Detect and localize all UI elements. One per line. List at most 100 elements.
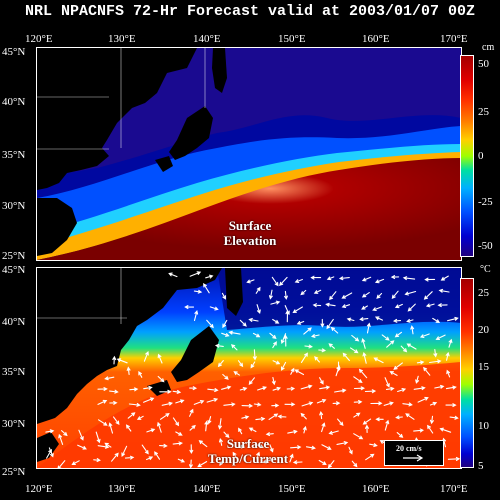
current-arrow xyxy=(400,345,408,353)
current-arrow xyxy=(341,292,353,299)
current-arrow xyxy=(97,419,108,426)
current-arrow xyxy=(141,444,149,455)
current-arrow xyxy=(232,451,239,461)
current-arrow xyxy=(319,385,331,390)
lon-label-top-140: 140°E xyxy=(193,33,221,45)
temperature-label-line1: Surface xyxy=(226,436,270,451)
current-arrow xyxy=(255,286,261,294)
current-arrow xyxy=(318,348,327,353)
current-arrow xyxy=(189,444,194,455)
elevation-label-line2: Elevation xyxy=(223,233,277,248)
current-arrow xyxy=(143,385,153,390)
elevation-tick-minus50: -50 xyxy=(478,240,493,252)
current-arrow xyxy=(330,326,339,334)
current-arrow xyxy=(209,306,219,311)
current-arrow xyxy=(197,461,208,468)
current-arrow xyxy=(206,319,214,329)
current-arrow xyxy=(384,419,390,431)
current-arrow xyxy=(128,402,141,407)
current-arrow xyxy=(342,352,350,362)
elevation-unit: cm xyxy=(482,42,495,53)
current-arrow xyxy=(439,427,452,433)
current-arrow xyxy=(337,418,344,426)
current-arrow xyxy=(154,451,161,460)
current-arrow xyxy=(447,316,459,322)
current-arrow xyxy=(95,431,101,444)
current-arrow xyxy=(329,291,337,301)
current-arrow xyxy=(386,340,395,348)
current-arrow xyxy=(361,305,368,310)
current-arrow xyxy=(172,441,183,446)
current-arrow xyxy=(326,318,334,330)
current-arrow xyxy=(61,430,68,437)
lon-label-top-170: 170°E xyxy=(440,33,468,45)
current-arrow xyxy=(364,424,369,434)
current-arrow xyxy=(188,459,193,468)
current-arrow xyxy=(58,433,64,445)
current-arrow xyxy=(239,319,247,327)
elevation-tick-50: 50 xyxy=(478,58,489,70)
current-arrow xyxy=(287,429,298,434)
current-arrow xyxy=(440,275,449,281)
current-arrow xyxy=(109,400,118,405)
current-arrow xyxy=(359,317,369,322)
current-arrow xyxy=(327,460,335,468)
current-arrow xyxy=(349,347,359,354)
lat-label-p2-30: 30°N xyxy=(2,418,26,430)
current-arrow xyxy=(184,305,195,310)
lon-label-top-160: 160°E xyxy=(362,33,390,45)
lat-label-p1-45: 45°N xyxy=(2,46,26,58)
current-arrow xyxy=(257,386,268,391)
current-arrow xyxy=(290,367,295,375)
current-arrow xyxy=(269,332,277,340)
current-arrow xyxy=(361,337,366,349)
current-arrow xyxy=(319,410,324,420)
current-arrow xyxy=(366,322,371,334)
current-arrow xyxy=(417,396,429,403)
current-arrow xyxy=(423,366,431,376)
current-arrow xyxy=(271,403,280,408)
current-arrow xyxy=(217,360,224,368)
current-arrow xyxy=(305,445,316,450)
current-arrow xyxy=(410,325,415,335)
lon-label-top-150: 150°E xyxy=(278,33,306,45)
current-arrow xyxy=(392,318,402,323)
current-arrow xyxy=(121,445,128,457)
current-arrow xyxy=(250,361,256,369)
current-arrow xyxy=(328,343,335,349)
current-arrow xyxy=(203,283,210,294)
current-arrow xyxy=(294,278,303,283)
current-arrow xyxy=(432,317,441,324)
current-arrow xyxy=(284,290,288,300)
current-arrow xyxy=(390,275,400,280)
current-arrow xyxy=(381,334,390,341)
current-arrow xyxy=(172,417,180,427)
current-arrow xyxy=(358,368,368,379)
current-arrow xyxy=(361,292,370,298)
lat-label-p1-25: 25°N xyxy=(2,250,26,262)
current-arrow xyxy=(143,351,149,362)
current-arrow xyxy=(230,344,238,351)
current-arrow xyxy=(405,413,415,420)
current-arrow xyxy=(205,274,214,279)
elevation-panel-label: Surface Elevation xyxy=(200,218,300,248)
current-arrow xyxy=(248,317,259,322)
current-arrow xyxy=(338,276,350,281)
current-arrow xyxy=(57,460,66,468)
lon-label-bottom-120: 120°E xyxy=(25,483,53,495)
current-arrow xyxy=(393,362,403,370)
vector-scale-legend: 20 cm/s xyxy=(384,440,444,466)
current-arrow xyxy=(445,385,457,390)
current-arrow xyxy=(294,369,305,376)
current-arrow xyxy=(353,386,366,391)
lat-label-p1-40: 40°N xyxy=(2,96,26,108)
current-arrow xyxy=(447,456,461,461)
lon-label-top-120: 120°E xyxy=(25,33,53,45)
elevation-label-line1: Surface xyxy=(228,218,272,233)
current-arrow xyxy=(269,444,274,453)
current-arrow xyxy=(394,331,403,338)
current-arrow xyxy=(285,309,290,323)
current-arrow xyxy=(193,310,199,322)
current-arrow xyxy=(370,401,383,406)
current-arrow xyxy=(222,319,228,329)
